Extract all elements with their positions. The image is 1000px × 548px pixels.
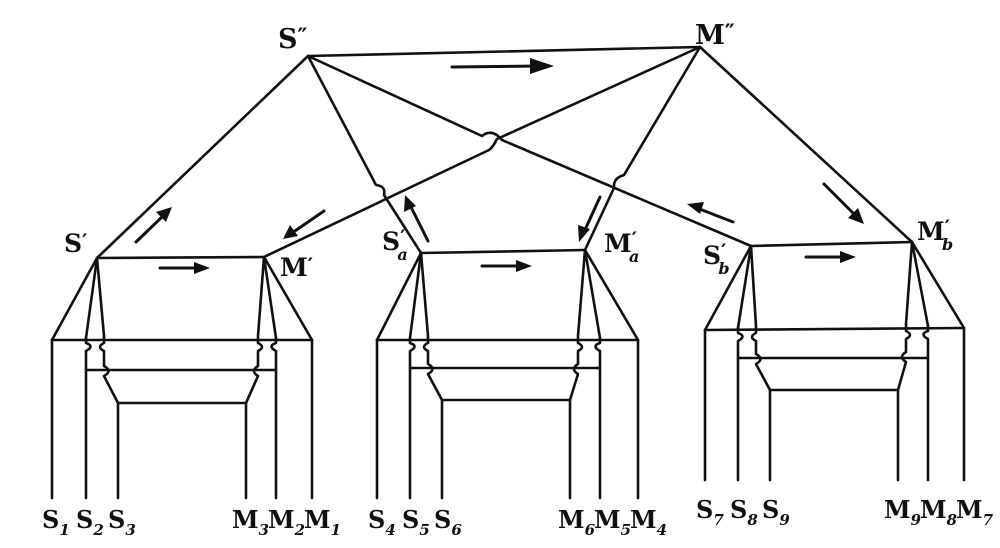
- terminal-label-s1: S1: [42, 505, 70, 539]
- link-s2-m2: [306, 45, 702, 58]
- node-label-s-prime-a: S′ a: [382, 225, 408, 264]
- node-label-m-prime-b: M′ b: [917, 215, 953, 254]
- link-s2-s1: [95, 54, 310, 260]
- bottom-labels: S1 S2 S3 M3 M2 M1 S4 S5 S6 M6 M5 M4 S7 S…: [42, 495, 994, 539]
- node-label-m-prime-a: M′ a: [604, 227, 639, 266]
- terminal-label-s5: S5: [402, 505, 430, 539]
- arrow-down-ma: [578, 195, 602, 242]
- terminal-label-s6: S6: [434, 505, 462, 539]
- arrow-unit3-right: [804, 251, 856, 263]
- arrow-down-mb: [822, 182, 864, 224]
- terminal-label-s4: S4: [368, 505, 396, 539]
- mid-labels: S′ M′ S′ a M′ a S′ b M′ b: [64, 215, 953, 282]
- arrow-unit2-right: [480, 260, 532, 272]
- terminal-label-m8: M8: [920, 495, 958, 529]
- node-label-s-double-prime: S″: [278, 24, 308, 55]
- terminal-label-s2: S2: [76, 505, 104, 539]
- unit-1: [50, 255, 314, 500]
- unit-3: [703, 240, 966, 482]
- terminal-label-m1: M1: [304, 505, 341, 539]
- node-label-s-prime: S′: [64, 229, 87, 258]
- arrow-unit1-right: [158, 262, 210, 274]
- terminal-label-s8: S8: [730, 495, 758, 529]
- unit-2: [375, 248, 640, 500]
- arrow-up-s1: [134, 207, 172, 244]
- direction-arrows: [134, 58, 864, 274]
- arrow-up-sa: [404, 195, 430, 243]
- top-labels: S″ M″: [278, 20, 735, 55]
- terminal-label-m9: M9: [884, 495, 922, 529]
- terminal-label-s3: S3: [108, 505, 136, 539]
- link-s2-sa: [306, 54, 423, 255]
- top-links: [95, 45, 914, 260]
- terminal-label-s7: S7: [696, 495, 724, 529]
- terminal-label-m3: M3: [232, 505, 269, 539]
- terminal-label-s9: S9: [762, 495, 790, 529]
- link-m2-mb: [698, 45, 914, 244]
- terminal-label-m7: M7: [956, 495, 994, 529]
- link-m2-m1: [262, 45, 702, 259]
- node-label-m-double-prime: M″: [695, 20, 735, 51]
- link-s2-sb: [306, 54, 753, 248]
- terminal-label-m2: M2: [268, 505, 305, 539]
- node-label-m-prime: M′: [280, 253, 313, 282]
- node-label-s-prime-b: S′ b: [703, 239, 730, 278]
- link-m2-ma: [583, 45, 702, 252]
- arrow-top-right: [450, 58, 554, 74]
- terminal-label-m4: M4: [630, 505, 667, 539]
- arrow-up-sb: [687, 202, 735, 224]
- terminal-label-m6: M6: [558, 505, 596, 539]
- arrow-down-m1: [283, 209, 326, 239]
- terminal-label-m5: M5: [594, 505, 631, 539]
